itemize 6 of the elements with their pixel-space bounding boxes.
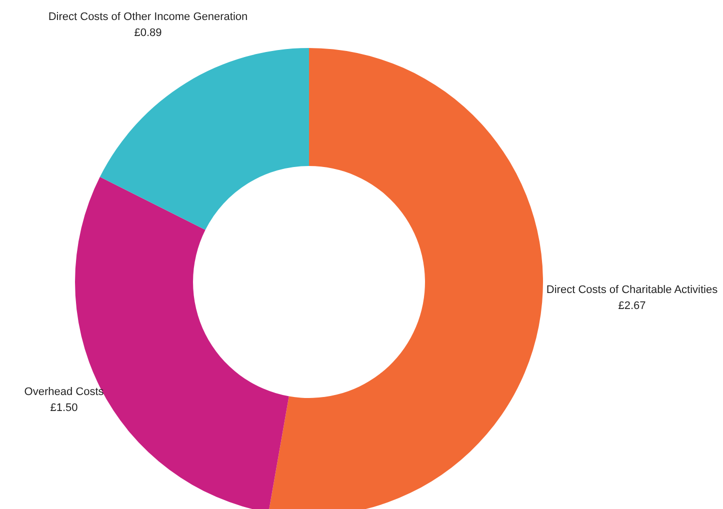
slice-label: Direct Costs of Other Income Generation [48,11,248,23]
slice-label: Overhead Costs [24,386,104,398]
slice-label: Direct Costs of Charitable Activities [546,284,718,296]
data-label: £2.67 [618,300,646,312]
data-label: £1.50 [50,402,78,414]
data-label: £0.89 [134,27,162,39]
